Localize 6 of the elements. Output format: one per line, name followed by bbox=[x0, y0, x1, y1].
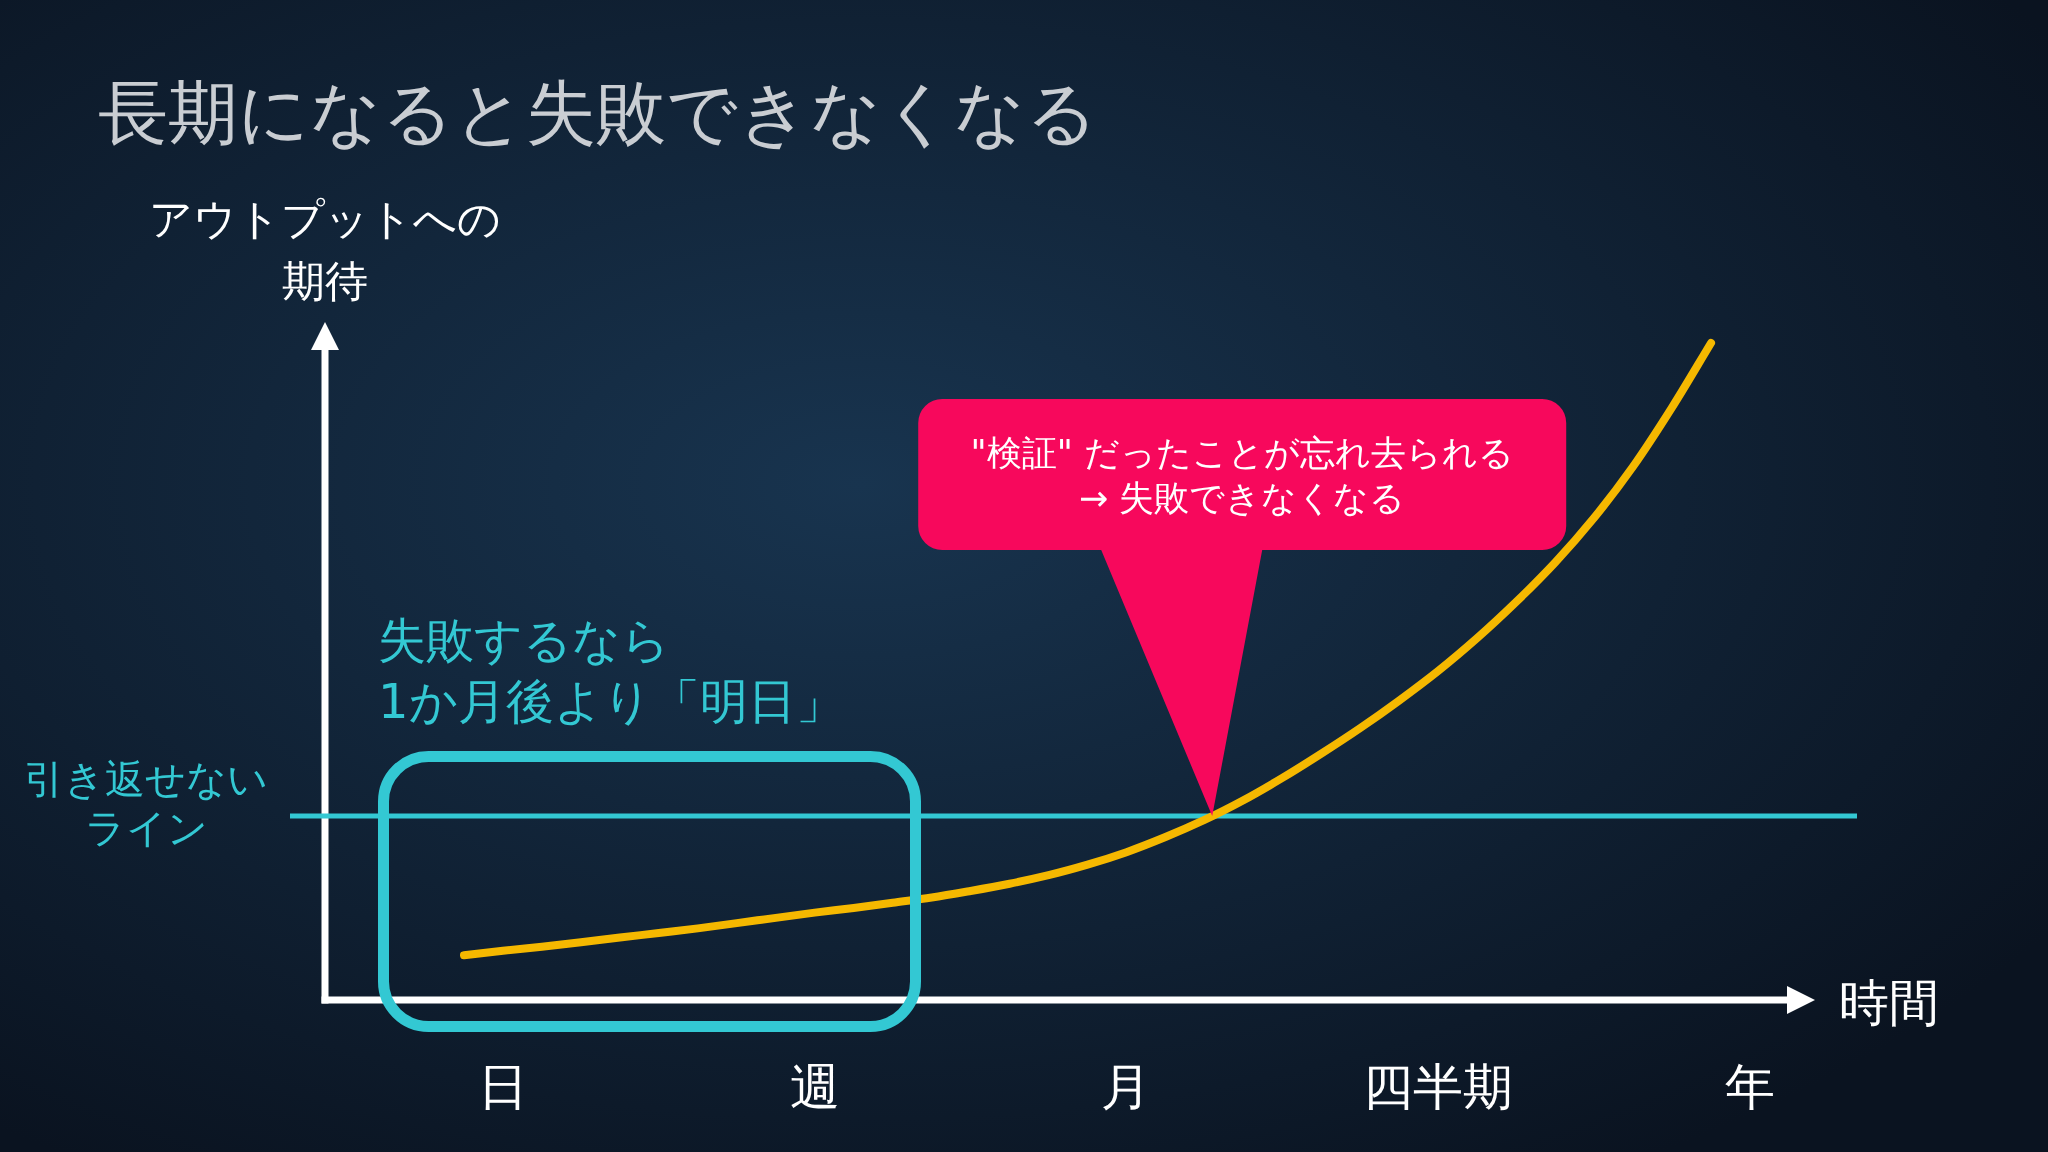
xlabel: 時間 bbox=[1839, 974, 1939, 1032]
annotation: "検証" だったことが忘れ去られる→ 失敗できなくなる bbox=[970, 432, 1514, 518]
annotation: 失敗するなら bbox=[378, 612, 670, 668]
ylabel: アウトプットへの期待 bbox=[149, 194, 501, 306]
annotation: 1か月後より「明日」 bbox=[378, 673, 844, 729]
title: 長期になると失敗できなくなる bbox=[98, 72, 1098, 154]
